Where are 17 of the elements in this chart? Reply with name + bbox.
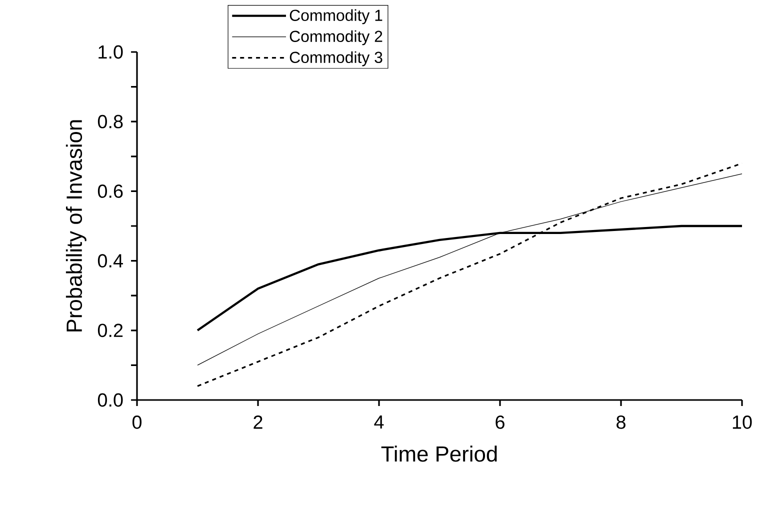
- y-tick-label: 0.2: [98, 324, 123, 338]
- x-tick-label: 2: [254, 415, 262, 429]
- legend-label: Commodity 3: [290, 51, 382, 66]
- x-tick-label: 10: [732, 415, 752, 429]
- y-tick-label: 0.8: [98, 114, 123, 128]
- x-tick-label: 4: [374, 415, 384, 428]
- y-tick-label: 0.0: [98, 393, 123, 407]
- y-axis-title: Probability of Invasion: [66, 120, 86, 332]
- y-tick-label: 0.6: [98, 184, 123, 198]
- y-tick-label: 0.4: [98, 254, 123, 268]
- legend-label: Commodity 2: [290, 30, 382, 46]
- x-tick-label: 6: [496, 415, 504, 429]
- x-tick-label: 0: [132, 415, 142, 429]
- y-tick-label: 1.0: [98, 45, 123, 59]
- x-axis-title: Time Period: [381, 446, 497, 462]
- legend-label: Commodity 1: [290, 9, 382, 24]
- x-tick-label: 8: [616, 415, 626, 429]
